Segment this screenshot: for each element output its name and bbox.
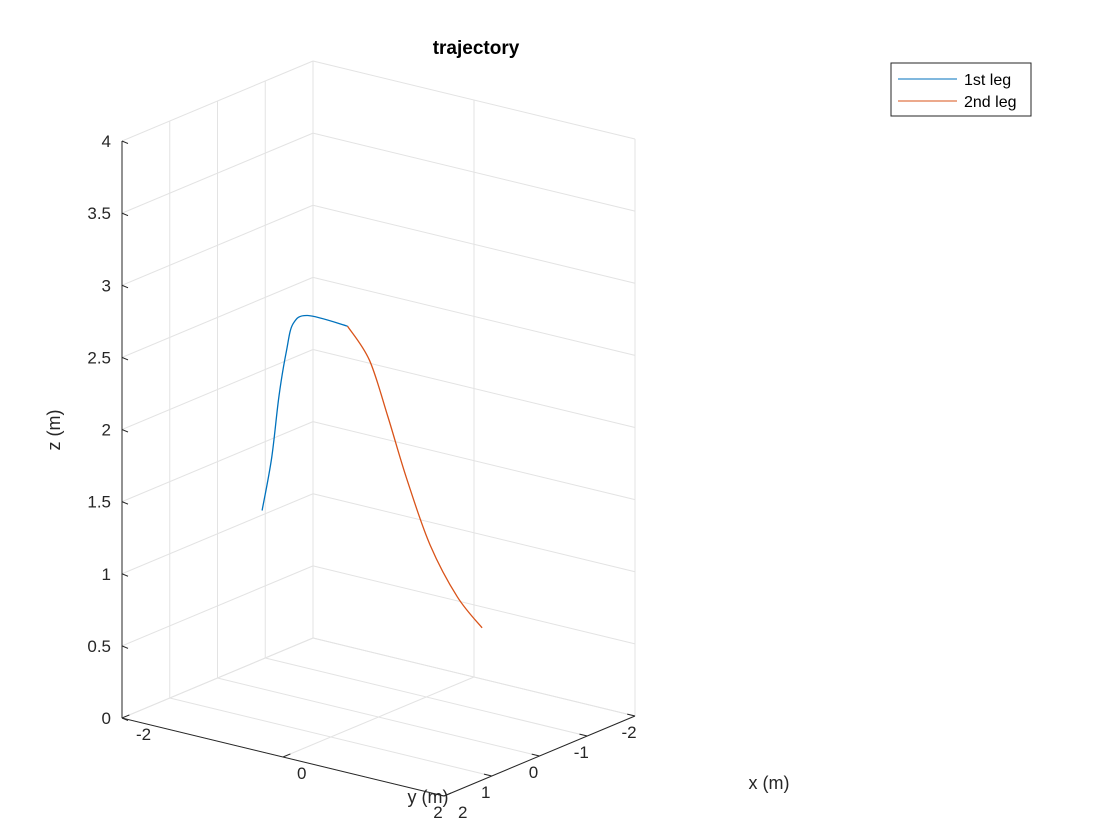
z-tick-label: 4 — [102, 132, 111, 151]
z-tick-mark — [121, 645, 129, 649]
z-tick-mark — [121, 356, 129, 361]
back-wall-grid-line — [121, 132, 314, 214]
y-tick-mark — [579, 733, 588, 737]
side-wall-grid-line — [312, 60, 636, 140]
side-wall-grid-line — [312, 349, 636, 428]
back-wall-grid-line — [121, 276, 314, 358]
x-tick-mark — [121, 714, 130, 719]
y-tick-label: 2 — [433, 803, 442, 822]
legend-label-2nd-leg: 2nd leg — [964, 94, 1017, 111]
legend[interactable]: 1st leg 2nd leg — [890, 62, 1032, 117]
back-wall-grid-line — [121, 204, 314, 286]
floor-grid-line — [265, 657, 588, 737]
z-tick-mark — [121, 284, 129, 289]
y-tick-mark — [531, 753, 540, 757]
chart-title: trajectory — [433, 38, 520, 59]
z-tick-label: 1.5 — [87, 493, 111, 512]
side-wall-grid-line — [312, 493, 636, 573]
z-tick-label: 3.5 — [87, 204, 111, 223]
y-tick-mark — [436, 793, 445, 797]
back-wall-grid-line — [121, 349, 314, 430]
z-tick-label: 2 — [102, 421, 111, 440]
trajectory-lines — [261, 314, 483, 629]
z-tick-mark — [121, 140, 129, 144]
z-tick-label: 3 — [102, 276, 111, 295]
z-tick-mark — [121, 573, 129, 577]
z-tick-label: 0 — [102, 709, 111, 728]
floor-grid-line — [169, 697, 492, 777]
side-wall-grid-line — [312, 204, 636, 284]
z-axis-label: z (m) — [44, 410, 64, 451]
side-wall-grid-line — [312, 421, 636, 501]
legend-box — [890, 62, 1032, 117]
y-tick-label: 1 — [481, 783, 490, 802]
x-tick-label: -2 — [136, 725, 151, 744]
z-tick-mark — [121, 429, 129, 433]
legend-label-1st-leg: 1st leg — [964, 72, 1011, 89]
side-wall-grid-line — [312, 276, 636, 356]
back-wall-grid-line — [121, 565, 314, 647]
x-tick-mark — [443, 792, 452, 797]
z-tick-mark — [121, 717, 129, 721]
side-wall-grid-line — [312, 637, 636, 717]
y-tick-label: 0 — [529, 763, 538, 782]
z-tick-label: 0.5 — [87, 637, 111, 656]
z-tick-mark — [121, 212, 129, 217]
z-tick-mark — [121, 501, 129, 505]
grid-lines — [121, 60, 636, 797]
floor-grid-line — [217, 677, 540, 757]
series-line-1st-leg — [261, 314, 348, 511]
y-tick-label: -1 — [574, 743, 589, 762]
series-line-2nd-leg — [346, 325, 483, 629]
back-wall-grid-line — [121, 421, 314, 503]
z-tick-label: 1 — [102, 565, 111, 584]
side-wall-grid-line — [312, 132, 636, 212]
x-tick-label: 0 — [297, 764, 306, 783]
x-tick-mark — [282, 753, 291, 758]
y-tick-mark — [483, 773, 492, 777]
x-axis-label: x (m) — [749, 773, 790, 793]
back-wall-grid-line — [121, 60, 314, 142]
x-tick-label: 2 — [458, 803, 467, 822]
y-tick-label: -2 — [621, 723, 636, 742]
back-wall-grid-line — [121, 637, 314, 719]
z-tick-label: 2.5 — [87, 348, 111, 367]
y-axis-label: y (m) — [408, 787, 449, 807]
axes — [121, 140, 636, 797]
y-tick-mark — [627, 713, 636, 717]
back-wall-grid-line — [121, 493, 314, 575]
side-wall-grid-line — [312, 565, 636, 645]
